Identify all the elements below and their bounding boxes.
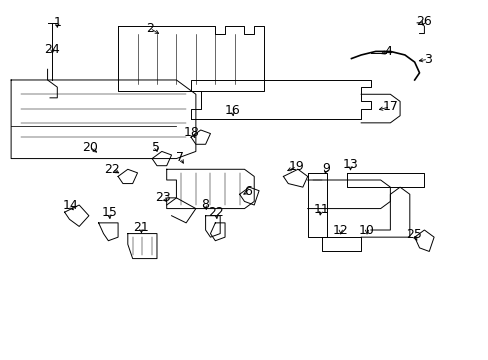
Text: 26: 26 [416, 14, 431, 27]
Text: 11: 11 [313, 203, 328, 216]
Text: 4: 4 [383, 45, 391, 58]
Text: 5: 5 [152, 141, 160, 154]
Text: 22: 22 [208, 206, 224, 219]
Text: 21: 21 [133, 221, 149, 234]
Text: 3: 3 [424, 53, 431, 66]
Text: 19: 19 [288, 160, 304, 173]
Text: 25: 25 [405, 228, 421, 241]
Text: 8: 8 [200, 198, 208, 211]
Text: 7: 7 [176, 151, 184, 165]
Text: 14: 14 [62, 199, 78, 212]
Text: 20: 20 [82, 141, 98, 154]
Text: 18: 18 [183, 126, 200, 139]
Text: 2: 2 [145, 22, 153, 35]
Text: 9: 9 [322, 162, 329, 175]
Text: 16: 16 [224, 104, 240, 117]
Text: 13: 13 [342, 158, 358, 171]
Text: 22: 22 [104, 163, 120, 176]
Text: 1: 1 [53, 16, 61, 29]
Text: 6: 6 [244, 185, 252, 198]
Text: 10: 10 [358, 224, 374, 237]
Text: 15: 15 [101, 206, 117, 219]
Text: 24: 24 [44, 43, 60, 56]
Text: 23: 23 [155, 191, 170, 204]
Text: 17: 17 [382, 100, 398, 113]
Text: 12: 12 [332, 224, 348, 237]
